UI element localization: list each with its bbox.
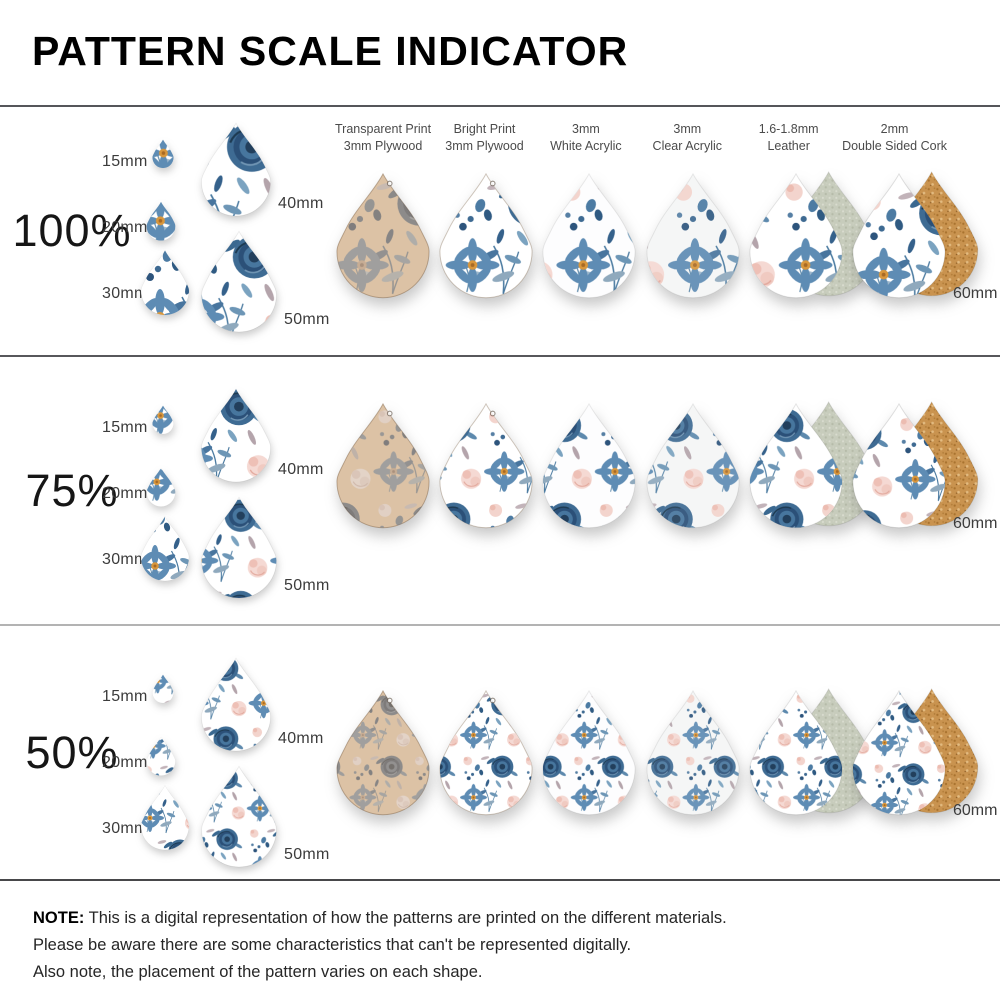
note-label: NOTE: (33, 909, 85, 927)
teardrop-60mm-white-acrylic (542, 402, 636, 529)
scale-row-75: 75% 15mm 20mm 30mm 40mm 50mm (0, 357, 1000, 626)
materials-strip-100: 60mm (335, 170, 997, 302)
scale-label-50: 50% (25, 726, 119, 778)
material-header-bright-plywood: Bright Print 3mm Plywood (445, 122, 524, 153)
teardrop-60mm-clear-acrylic (646, 402, 740, 529)
teardrop-50mm (201, 765, 277, 868)
page-title: PATTERN SCALE INDICATOR (32, 28, 629, 74)
teardrop-60mm-cork (852, 170, 979, 299)
size-label-20mm: 20mm (102, 485, 148, 502)
teardrop-60mm-clear-acrylic (646, 172, 740, 299)
teardrop-60mm-bright-plywood (439, 172, 533, 299)
teardrop-60mm-bright-plywood (439, 689, 533, 816)
size-label-30mm: 30mm (102, 285, 148, 302)
material-cell-leather (748, 170, 875, 299)
material-cell-white-acrylic (541, 401, 637, 529)
teardrop-40mm (201, 122, 271, 217)
material-header-leather: 1.6-1.8mm Leather (758, 122, 819, 153)
teardrop-60mm-leather (749, 687, 875, 816)
material-header-clear-acrylic: 3mm Clear Acrylic (652, 122, 723, 153)
teardrop-20mm (146, 467, 176, 507)
material-header-transparent-plywood: Transparent Print 3mm Plywood (335, 122, 432, 153)
teardrop-60mm-white-acrylic (542, 172, 636, 299)
size-label-30mm: 30mm (102, 551, 148, 568)
size-label-15mm: 15mm (102, 153, 148, 170)
teardrop-60mm-clear-acrylic (646, 689, 740, 816)
scale-row-50: 50% 15mm 20mm 30mm 40mm 50mm (0, 626, 1000, 881)
teardrop-60mm-white-acrylic (542, 689, 636, 816)
size-label-40mm: 40mm (278, 730, 324, 747)
teardrop-60mm-transparent-plywood (336, 172, 430, 299)
size-label-50mm: 50mm (284, 311, 330, 328)
material-cell-cork (851, 170, 979, 299)
teardrop-20mm (146, 736, 176, 776)
material-header-white-acrylic: 3mm White Acrylic (550, 122, 622, 153)
size-label-60mm: 60mm (953, 802, 998, 819)
material-cell-transparent-plywood (335, 401, 431, 529)
material-cell-bright-plywood (438, 171, 534, 299)
teardrop-60mm-cork (852, 400, 979, 529)
note-line-1: NOTE: This is a digital representation o… (33, 909, 727, 927)
material-cell-clear-acrylic (645, 401, 741, 529)
material-cell-clear-acrylic (645, 688, 741, 816)
material-cell-cork (851, 687, 979, 816)
teardrop-30mm (140, 784, 190, 851)
teardrop-40mm (201, 388, 271, 483)
materials-strip-75: 60mm (335, 400, 997, 532)
size-label-60mm: 60mm (953, 515, 998, 532)
sample-sizes-group-50: 15mm 20mm 30mm 40mm 50mm (100, 648, 342, 883)
header: PATTERN SCALE INDICATOR (0, 0, 1000, 107)
material-cell-white-acrylic (541, 171, 637, 299)
teardrop-50mm (201, 496, 277, 599)
teardrop-60mm-leather (749, 400, 875, 529)
size-label-30mm: 30mm (102, 820, 148, 837)
teardrop-60mm-transparent-plywood (336, 402, 430, 529)
material-header-cork: 2mm Double Sided Cork (842, 122, 947, 153)
material-cell-leather (748, 687, 875, 816)
size-label-40mm: 40mm (278, 195, 324, 212)
teardrop-40mm (201, 657, 271, 752)
sample-sizes-group-100: 15mm 20mm 30mm 40mm 50mm (100, 113, 342, 348)
size-label-15mm: 15mm (102, 419, 148, 436)
material-cell-transparent-plywood (335, 688, 431, 816)
scale-label-100: 100% (12, 205, 132, 256)
teardrop-60mm-cork (852, 687, 979, 816)
material-headers: Transparent Print 3mm Plywood Bright Prin… (335, 121, 947, 155)
material-cell-leather (748, 400, 875, 529)
teardrop-30mm (140, 249, 190, 316)
material-cell-clear-acrylic (645, 171, 741, 299)
size-label-20mm: 20mm (102, 754, 148, 771)
teardrop-30mm (140, 515, 190, 582)
material-cell-transparent-plywood (335, 171, 431, 299)
teardrop-60mm-bright-plywood (439, 402, 533, 529)
size-label-15mm: 15mm (102, 688, 148, 705)
note-line-2: Please be aware there are some character… (33, 936, 632, 954)
size-label-40mm: 40mm (278, 461, 324, 478)
material-cell-bright-plywood (438, 688, 534, 816)
material-cell-white-acrylic (541, 688, 637, 816)
size-label-50mm: 50mm (284, 846, 330, 863)
note-section: NOTE: This is a digital representation o… (0, 881, 1000, 983)
teardrop-20mm (146, 201, 176, 241)
size-label-20mm: 20mm (102, 219, 148, 236)
materials-strip-50: 60mm (335, 687, 997, 819)
size-label-60mm: 60mm (953, 285, 998, 302)
teardrop-60mm-leather (749, 170, 875, 299)
scale-label-75: 75% (25, 464, 119, 516)
sample-sizes-group-75: 15mm 20mm 30mm 40mm 50mm (100, 379, 342, 614)
teardrop-60mm-transparent-plywood (336, 689, 430, 816)
scale-row-100: 100% 15mm 20mm 30mm 40mm 50mm Transparen… (0, 107, 1000, 357)
size-label-50mm: 50mm (284, 577, 330, 594)
teardrop-15mm (152, 405, 174, 435)
teardrop-15mm (152, 674, 174, 704)
teardrop-15mm (152, 139, 174, 169)
note-line-3: Also note, the placement of the pattern … (33, 963, 483, 981)
teardrop-50mm (201, 230, 277, 333)
material-cell-cork (851, 400, 979, 529)
material-cell-bright-plywood (438, 401, 534, 529)
